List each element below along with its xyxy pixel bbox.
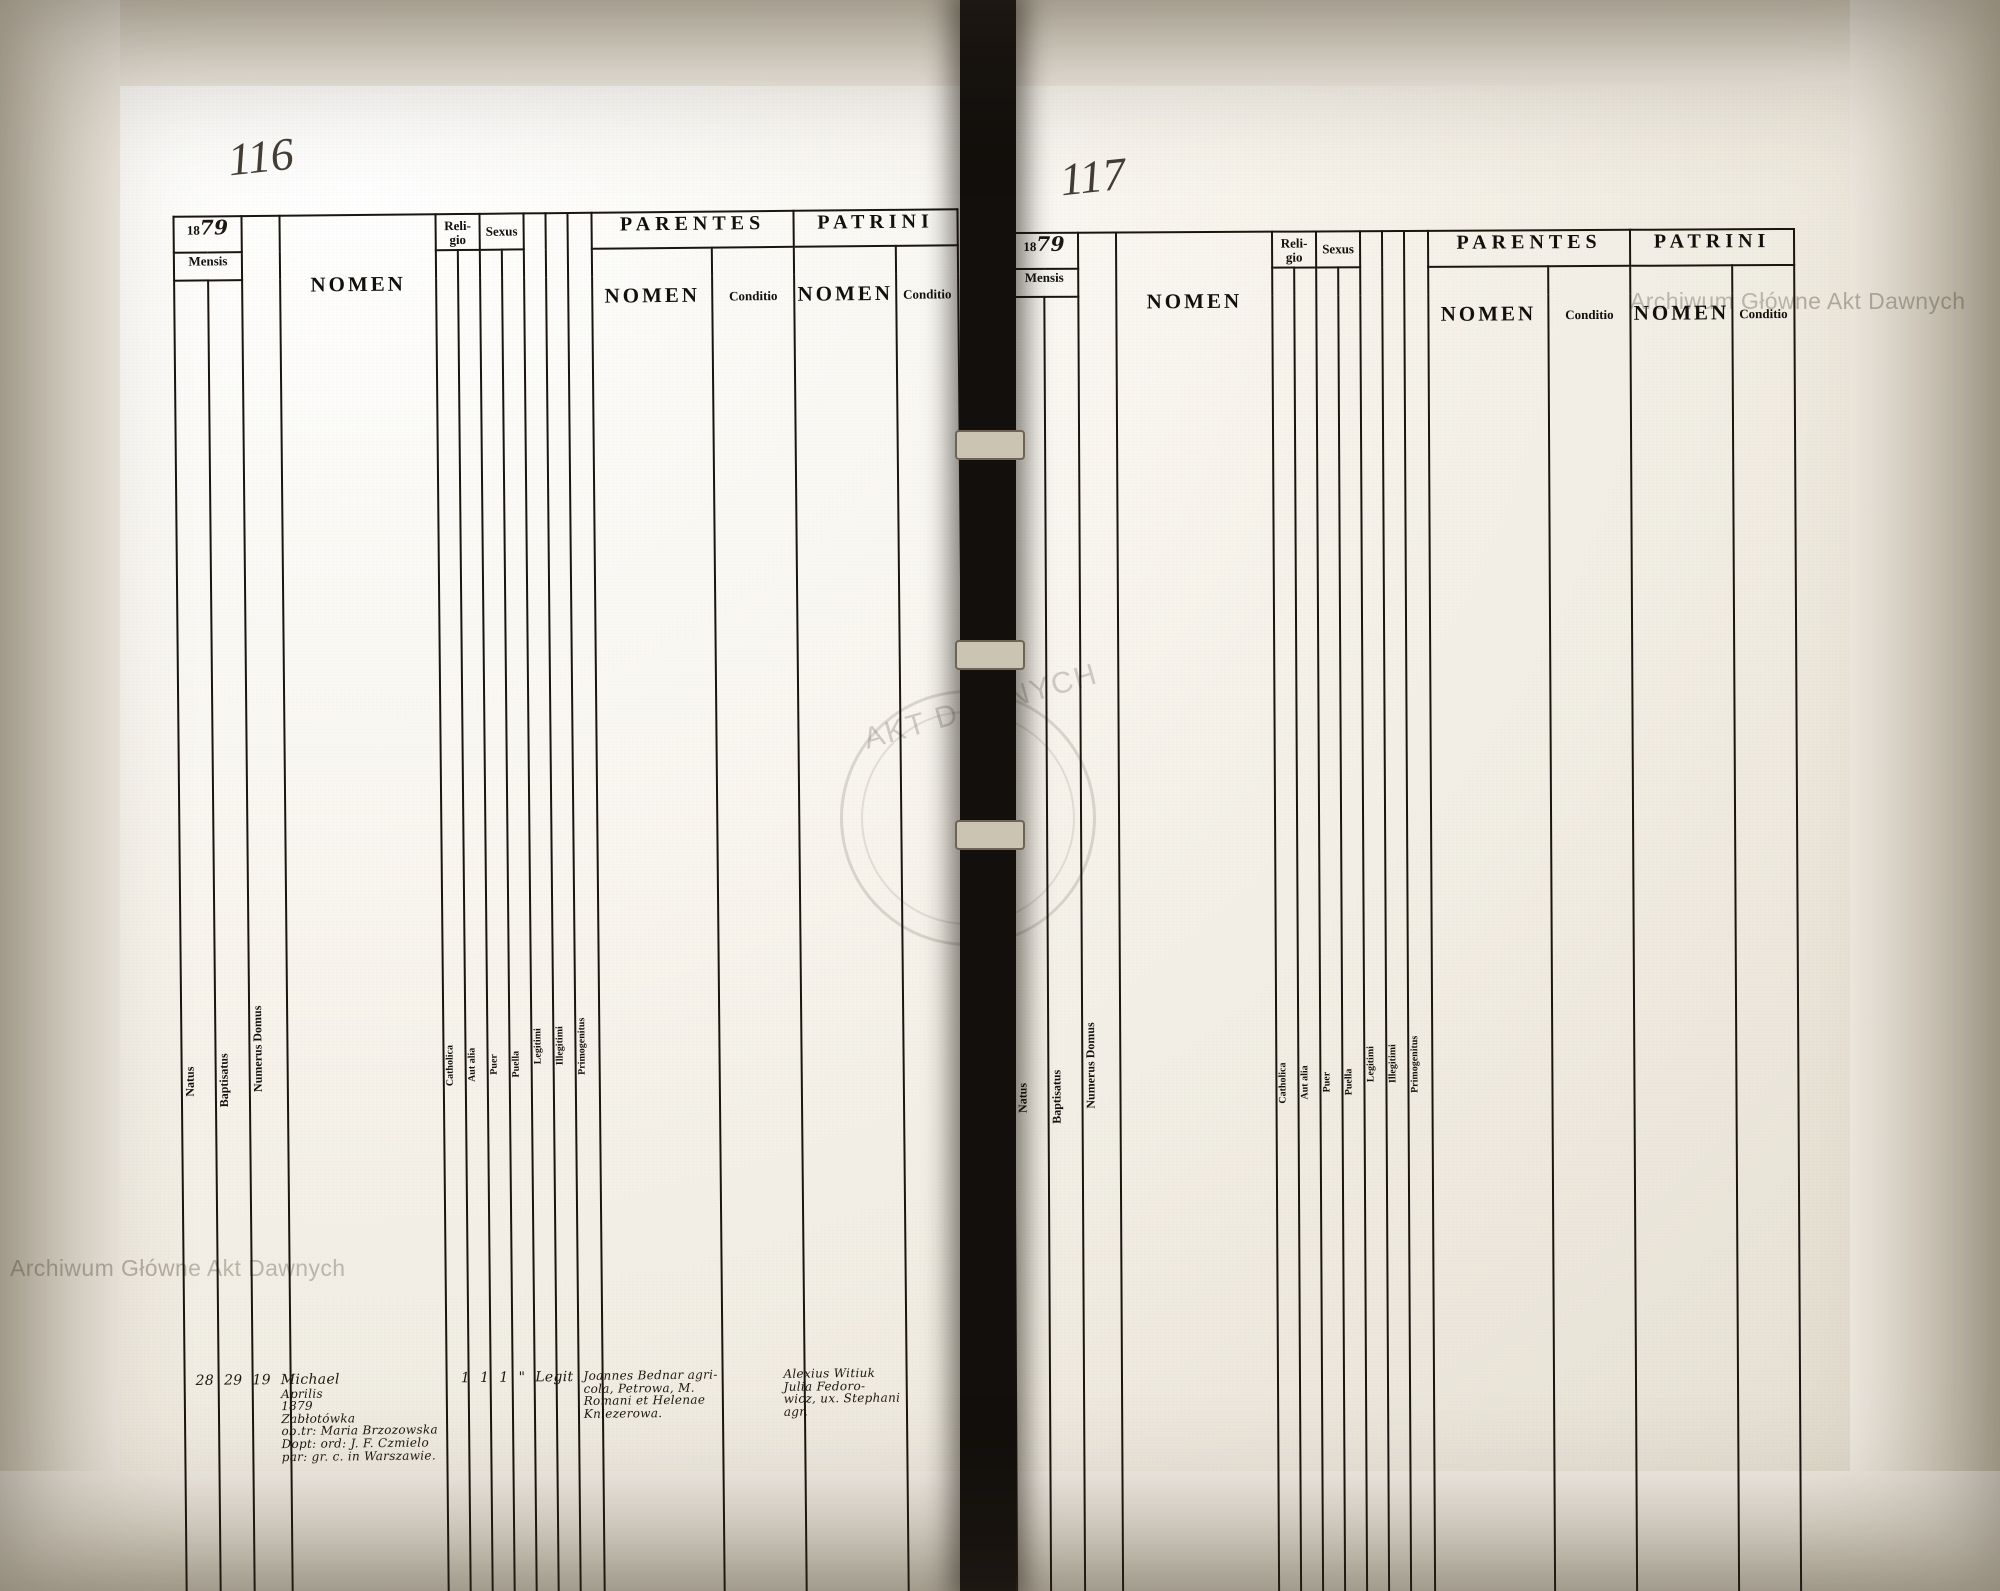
col-parentes-conditio: Conditio	[1548, 265, 1639, 1591]
sexus-label: Sexus	[485, 223, 518, 239]
nomen-label: NOMEN	[1146, 288, 1243, 314]
col-parentes: PARENTES	[1427, 229, 1631, 267]
col-mensis: Mensis	[1010, 268, 1079, 298]
footer-aut-alia: 1	[480, 1369, 490, 1387]
col-parentes-nomen: NOMEN	[1428, 266, 1557, 1591]
scan-edge-right	[1850, 0, 2000, 1591]
year-prefix: 18	[186, 222, 200, 238]
patrini-label: PATRINI	[1653, 230, 1771, 253]
patrini-conditio-label: Conditio	[1739, 305, 1788, 322]
parentes-conditio-label: Conditio	[729, 287, 778, 304]
footer-baptisatus: 29	[223, 1372, 243, 1389]
col-nomen-infant: NOMEN	[1115, 231, 1281, 1591]
binding-clip-bottom	[955, 820, 1025, 850]
binding-clip-top	[955, 430, 1025, 460]
parentes-nomen-label: NOMEN	[604, 282, 701, 308]
col-patrini: PATRINI	[1629, 228, 1795, 266]
baptism-register-table-right: 1879 Numerus Domus NOMEN Reli- gio Sexus…	[1008, 227, 1809, 1591]
parentes-label: PARENTES	[1456, 230, 1602, 254]
parentes-conditio-label: Conditio	[1565, 306, 1614, 323]
col-religio: Reli- gio	[435, 213, 480, 251]
footer-puella: "	[518, 1369, 526, 1386]
religio-label-line2: gio	[449, 231, 467, 247]
parentes-nomen-label: NOMEN	[1440, 301, 1537, 326]
nomen-label: NOMEN	[310, 271, 407, 297]
religio-label-line2: gio	[1285, 249, 1303, 265]
register-page-left: 1879 Numerus Domus NOMEN Reli- gio Sexus…	[172, 208, 984, 1591]
footer-puer: 1	[499, 1369, 509, 1386]
folio-number-right: 117	[1057, 147, 1129, 206]
left-page-footer-entry: 28 29 19 Michael Aprilis 1879 Zabłotówka ob.tr:…	[196, 1366, 957, 1464]
mensis-label: Mensis	[188, 253, 228, 269]
patrini-label: PATRINI	[817, 210, 934, 234]
scan-edge-left	[0, 0, 120, 1591]
col-sexus: Sexus	[479, 213, 524, 250]
col-parentes: PARENTES	[591, 210, 794, 249]
year-suffix-handwritten: 79	[199, 215, 229, 240]
register-page-right: 1879 Numerus Domus NOMEN Reli- gio Sexus…	[1008, 227, 1809, 1591]
table-header-right: 1879 Numerus Domus NOMEN Reli- gio Sexus…	[1009, 228, 1803, 1591]
book-binding-strip	[960, 0, 1016, 1591]
sexus-label: Sexus	[1322, 241, 1355, 257]
watermark-primary: Archiwum Główne Akt Dawnych	[1630, 288, 1966, 314]
patrini-conditio-label: Conditio	[903, 286, 952, 302]
footer-natus: 28	[195, 1372, 215, 1389]
footer-parentes-line: Kniezerowa.	[583, 1405, 663, 1421]
col-patrini: PATRINI	[793, 209, 958, 247]
patrini-nomen-label: NOMEN	[1633, 300, 1730, 325]
year-suffix-handwritten: 79	[1036, 231, 1065, 256]
col-religio: Reli- gio	[1271, 231, 1317, 268]
footer-thori: Legit	[535, 1369, 574, 1386]
year-prefix: 18	[1023, 238, 1037, 254]
mensis-label: Mensis	[1024, 269, 1064, 285]
col-mensis: Mensis	[173, 252, 243, 281]
patrini-nomen-label: NOMEN	[797, 280, 894, 306]
footer-catholica: 1	[460, 1370, 471, 1387]
watermark-secondary: Archiwum Główne Akt Dawnych	[10, 1255, 346, 1281]
footer-line: par: gr. c. in Warszawie.	[281, 1448, 436, 1464]
footer-patrini-line: agr.	[783, 1404, 809, 1419]
parentes-label: PARENTES	[619, 212, 766, 236]
col-patrini-nomen: NOMEN	[1630, 265, 1741, 1591]
footer-domus: 19	[252, 1372, 271, 1389]
col-patrini-conditio: Conditio	[1732, 264, 1803, 1591]
binding-clip-middle	[955, 640, 1025, 670]
folio-number-left: 116	[225, 127, 297, 186]
col-sexus: Sexus	[1315, 231, 1361, 268]
